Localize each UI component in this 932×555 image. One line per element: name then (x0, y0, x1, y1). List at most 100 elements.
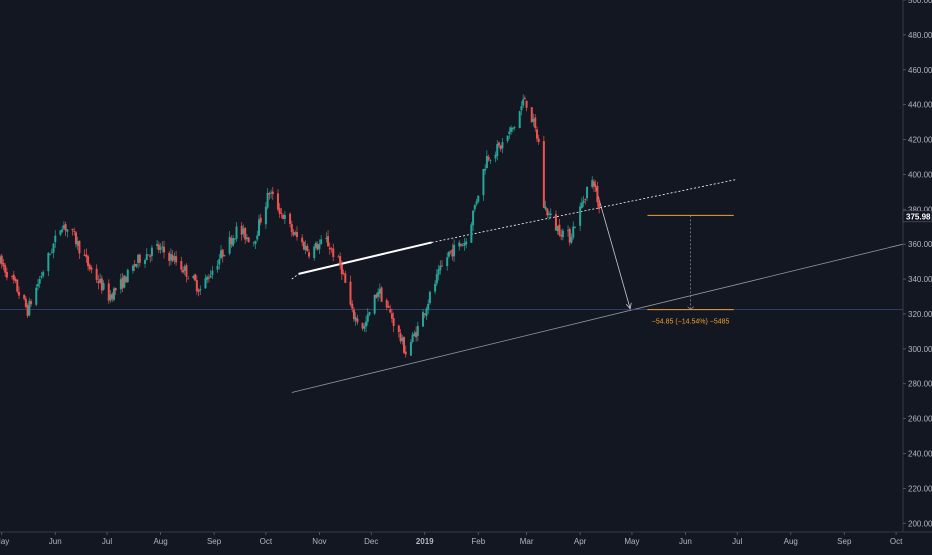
candle-body (389, 309, 392, 313)
candle-body (119, 279, 122, 290)
candle-body (332, 248, 335, 257)
candle-body (264, 206, 267, 225)
candle-body (78, 240, 81, 254)
candle-body (523, 97, 526, 100)
candle-body (459, 243, 462, 246)
candle-body (102, 283, 105, 290)
candle-body (532, 119, 535, 122)
time-axis[interactable]: May Jun Jul Aug Sep Oct Nov Dec 2019 Feb Mar Apr May… (0, 532, 903, 546)
candle-body (453, 244, 456, 257)
candle-body (137, 254, 140, 263)
candle-body (449, 250, 452, 252)
candle-body (64, 224, 67, 231)
candle-body (183, 266, 186, 272)
candle-body (446, 257, 449, 267)
candle-body (145, 254, 148, 260)
candle-body (423, 313, 426, 315)
candle-body (175, 256, 178, 263)
trend-line[interactable] (291, 273, 299, 280)
candle-body (399, 333, 402, 342)
candle-body (451, 249, 454, 257)
candle-body (294, 232, 297, 235)
candle-body (473, 205, 476, 210)
candle-body (171, 255, 174, 262)
candle-body (5, 271, 8, 278)
last-price-label: 375.98 (906, 212, 931, 221)
price-tick-label: 400.00 (908, 170, 932, 179)
time-tick-label: Aug (153, 537, 167, 546)
candle-body (195, 280, 198, 292)
candle-body (97, 281, 100, 284)
trend-line[interactable] (291, 243, 904, 393)
candle-body (472, 210, 475, 226)
candle-body (204, 278, 207, 289)
candle-body (52, 243, 55, 253)
candle-body (62, 225, 65, 229)
candle-body (199, 288, 202, 291)
candle-body (366, 314, 369, 322)
price-tick-label: 460.00 (908, 66, 932, 75)
candle-body (49, 254, 52, 256)
candle-body (83, 254, 86, 256)
price-tick-label: 200.00 (908, 519, 932, 528)
time-tick-label: Jul (732, 537, 742, 546)
candle-body (87, 256, 90, 267)
candle-body (554, 214, 557, 231)
measure-tool[interactable]: −54.85 (−14.54%) −5485 (647, 214, 734, 326)
candle-body (520, 106, 523, 111)
candle-body (373, 294, 376, 314)
candle-body (271, 191, 274, 195)
candle-body (544, 206, 547, 210)
candle-body (548, 213, 551, 215)
candle-body (339, 256, 342, 266)
candle-body (74, 232, 77, 245)
time-tick-label: Sep (207, 537, 222, 546)
candle-body (392, 318, 395, 327)
candle-body (182, 270, 185, 273)
price-tick-label: 440.00 (908, 101, 932, 110)
price-axis[interactable]: 200.00 220.00 240.00 260.00 280.00 300.00 320.… (903, 0, 932, 528)
candle-body (2, 262, 5, 267)
candle-body (194, 274, 197, 281)
candle-body (484, 168, 487, 171)
candle-body (501, 142, 504, 149)
time-tick-label: Jun (49, 537, 62, 546)
candle-body (218, 259, 221, 265)
candle-body (356, 318, 359, 323)
candle-body (568, 228, 571, 243)
candle-body (59, 230, 62, 235)
candle-body (439, 265, 442, 271)
candle-body (570, 237, 573, 243)
candle-body (123, 275, 126, 288)
candle-body (458, 242, 461, 247)
candle-body (295, 231, 298, 237)
candle-body (282, 214, 285, 220)
candle-body (530, 107, 533, 123)
candle-body (594, 185, 597, 187)
candle-body (30, 301, 33, 305)
candle-body (71, 228, 74, 231)
candle-body (228, 236, 231, 254)
last-price-box (902, 210, 932, 223)
candle-body (180, 261, 183, 270)
candle-body (283, 214, 286, 219)
trend-line[interactable] (298, 241, 432, 275)
candle-body (17, 291, 20, 296)
candle-body (223, 255, 226, 256)
candle-body (411, 334, 414, 342)
candle-body (352, 309, 355, 320)
price-tick-label: 220.00 (908, 484, 932, 493)
candle-body (511, 127, 514, 130)
candle-body (425, 308, 428, 317)
price-tick-label: 340.00 (908, 275, 932, 284)
candle-body (245, 237, 248, 239)
candle-body (489, 160, 492, 161)
candle-body (244, 227, 247, 240)
candle-body (337, 256, 340, 258)
candle-body (592, 181, 595, 187)
candle-body (28, 300, 31, 316)
candle-body (525, 100, 528, 108)
